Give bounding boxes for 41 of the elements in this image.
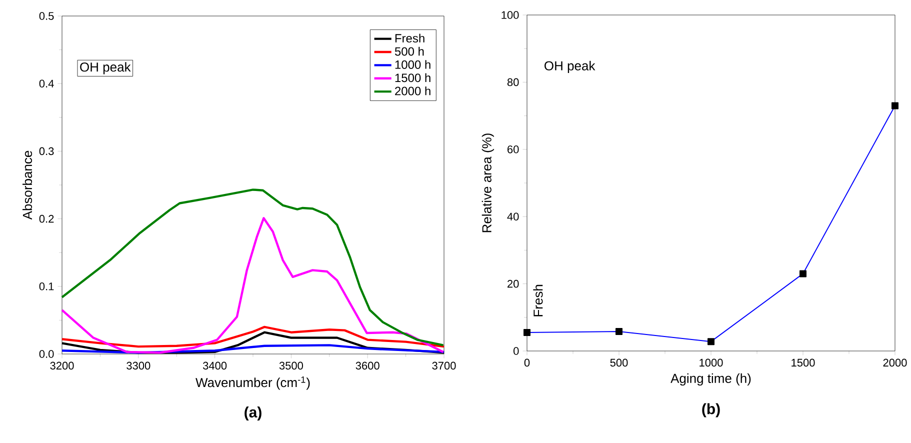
y-tick-label: 0.3 bbox=[39, 147, 54, 156]
text: (a) bbox=[244, 406, 262, 421]
annotation: Fresh bbox=[533, 284, 543, 316]
line-series bbox=[60, 188, 444, 346]
line-series bbox=[60, 344, 446, 354]
y-tick-label: 60 bbox=[508, 146, 519, 154]
y-tick-label: 0 bbox=[514, 347, 519, 355]
y-tick-label: 0.1 bbox=[39, 282, 54, 290]
x-tick-label: 3700 bbox=[432, 362, 456, 370]
legend-label: 1000 h bbox=[395, 60, 430, 69]
y-tick-label: 0.4 bbox=[39, 80, 54, 88]
x-tick-label: 2000 bbox=[883, 358, 907, 367]
x-tick-label: 3200 bbox=[50, 362, 74, 370]
x-tick-label: 500 bbox=[610, 358, 628, 367]
x-tick-label: 1500 bbox=[792, 358, 815, 367]
x-axis-title: Aging time (h) bbox=[670, 373, 751, 386]
y-tick-label: 0.5 bbox=[39, 12, 54, 20]
line-series bbox=[60, 326, 446, 348]
x-tick-label: 1000 bbox=[700, 358, 723, 367]
y-tick-label: 20 bbox=[508, 280, 519, 288]
legend-label: Fresh bbox=[395, 34, 424, 43]
x-tick-label: 3400 bbox=[202, 362, 227, 370]
annotation: OH peak bbox=[80, 62, 131, 74]
x-tick-label: 0 bbox=[524, 358, 530, 367]
y-axis-title: Absorbance bbox=[22, 150, 32, 220]
y-tick-label: 0.2 bbox=[39, 214, 54, 223]
y-axis-title: Relative area (%) bbox=[482, 134, 494, 232]
annotation: OH peak bbox=[544, 60, 596, 73]
y-tick-label: 100 bbox=[502, 11, 519, 19]
x-tick-label: 3600 bbox=[356, 362, 380, 370]
y-tick-label: 80 bbox=[507, 78, 519, 86]
y-tick-label: 0.0 bbox=[39, 350, 54, 358]
x-tick-label: 3300 bbox=[126, 362, 150, 370]
x-tick-label: 3500 bbox=[279, 362, 303, 370]
legend-label: 1500 h bbox=[395, 73, 430, 82]
legend-label: 2000 h bbox=[395, 86, 430, 96]
legend-label: 500 h bbox=[394, 46, 424, 56]
x-axis-title: Wavenumber (cm$^{-1}$) bbox=[196, 376, 310, 390]
line-series bbox=[60, 217, 444, 354]
text: (b) bbox=[702, 403, 720, 418]
y-tick-label: 40 bbox=[507, 212, 519, 220]
